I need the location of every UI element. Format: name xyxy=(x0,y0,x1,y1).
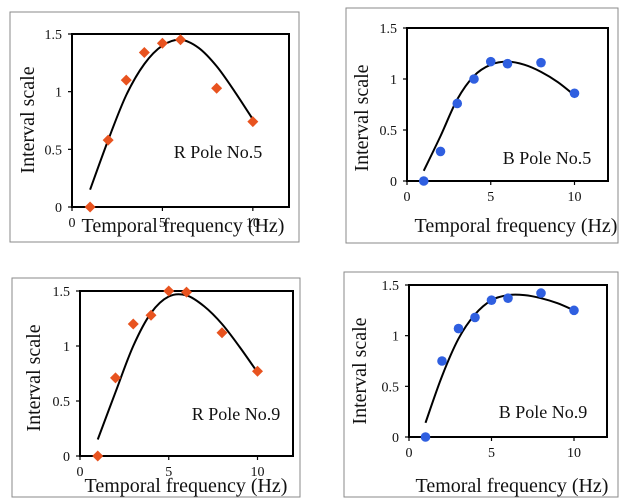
data-point xyxy=(486,295,497,306)
fit-curve xyxy=(89,38,254,191)
data-point xyxy=(247,116,259,128)
y-tick-label: 0.5 xyxy=(382,380,400,395)
x-axis-label: Temporal frequency (Hz) xyxy=(415,215,618,237)
panel-frame xyxy=(345,7,619,244)
data-point xyxy=(138,46,150,58)
x-tick-label: 5 xyxy=(165,465,172,480)
data-point xyxy=(252,365,263,377)
data-point xyxy=(503,293,513,303)
x-tick-label: 5 xyxy=(159,216,166,231)
y-tick-label: 1 xyxy=(392,330,399,345)
data-point xyxy=(418,176,429,186)
data-point xyxy=(211,82,223,94)
y-tick-label: 1.5 xyxy=(53,285,71,300)
chart-panel-1: 0 0.5 1 1.5 0 5 10 R Pole No.5 Temporal frequenc… xyxy=(9,11,300,243)
data-point xyxy=(453,323,464,334)
data-point xyxy=(84,201,96,213)
panel-frame xyxy=(11,277,301,498)
data-point xyxy=(120,74,132,86)
x-tick-label: 0 xyxy=(406,446,413,461)
plot-area xyxy=(408,284,608,438)
y-tick-label: 1.5 xyxy=(45,28,63,43)
data-point xyxy=(127,318,139,330)
fit-curve xyxy=(422,60,576,172)
x-tick-label: 10 xyxy=(251,465,265,480)
y-axis-label: Interval scale xyxy=(349,317,371,424)
data-point xyxy=(145,309,157,321)
data-point xyxy=(420,432,431,442)
x-axis-label: Temoral frequency (Hz) xyxy=(416,475,609,497)
fit-curve xyxy=(96,293,259,440)
panel-annotation: B Pole No.9 xyxy=(499,402,588,422)
chart-panel-2: 0 0.5 1 1.5 0 5 10 B Pole No.5 Temporal frequenc… xyxy=(345,7,619,244)
x-tick-label: 0 xyxy=(404,190,411,205)
plot-area xyxy=(71,33,290,208)
plot-area xyxy=(406,27,609,182)
panel-annotation: R Pole No.9 xyxy=(192,404,281,424)
x-tick-label: 0 xyxy=(77,465,84,480)
y-tick-label: 0.5 xyxy=(380,124,398,139)
y-tick-label: 0 xyxy=(55,201,62,216)
panel-annotation: R Pole No.5 xyxy=(174,142,263,162)
data-point xyxy=(437,356,447,366)
chart-panel-3: 0 0.5 1 1.5 0 5 10 R Pole No.9 Temporal frequenc… xyxy=(11,277,301,498)
y-tick-label: 1 xyxy=(63,340,70,355)
data-point xyxy=(102,134,114,146)
y-tick-label: 1.5 xyxy=(382,279,400,294)
y-axis-label: Interval scale xyxy=(17,66,39,173)
x-axis-label: Temporal frequency (Hz) xyxy=(82,215,285,237)
data-point xyxy=(470,312,480,323)
x-tick-label: 10 xyxy=(246,216,260,231)
y-tick-label: 0.5 xyxy=(45,143,63,158)
panel-annotation: B Pole No.5 xyxy=(503,148,592,168)
data-point xyxy=(181,286,192,298)
data-point xyxy=(569,305,579,316)
y-axis-label: Interval scale xyxy=(23,324,45,431)
panel-frame xyxy=(9,11,300,243)
y-tick-label: 0 xyxy=(63,450,70,465)
x-tick-label: 10 xyxy=(568,190,582,205)
data-point xyxy=(452,98,463,109)
data-point xyxy=(216,327,228,339)
x-tick-label: 10 xyxy=(567,446,581,461)
chart-panel-4: 0 0.5 1 1.5 0 5 10 B Pole No.9 Temoral frequency… xyxy=(343,271,619,498)
y-tick-label: 1 xyxy=(55,86,62,101)
y-tick-label: 1.5 xyxy=(380,22,398,37)
data-point xyxy=(110,372,121,384)
data-point xyxy=(536,57,546,68)
data-point xyxy=(163,285,175,297)
data-point xyxy=(469,74,479,84)
data-point xyxy=(92,450,104,462)
x-axis-label: Temporal frequency (Hz) xyxy=(85,475,288,497)
y-tick-label: 0.5 xyxy=(53,395,71,410)
data-point xyxy=(569,88,580,99)
x-tick-label: 0 xyxy=(69,216,76,231)
data-point xyxy=(156,37,168,49)
fit-curve xyxy=(424,293,575,424)
data-point xyxy=(485,56,496,67)
y-axis-label: Interval scale xyxy=(351,64,373,171)
y-tick-label: 1 xyxy=(390,73,397,88)
x-tick-label: 5 xyxy=(487,190,494,205)
data-point xyxy=(502,58,513,69)
x-tick-label: 5 xyxy=(488,446,495,461)
data-point xyxy=(536,288,546,298)
data-point xyxy=(435,146,446,157)
y-tick-label: 0 xyxy=(390,175,397,190)
y-tick-label: 0 xyxy=(392,431,399,446)
data-point xyxy=(175,34,186,46)
